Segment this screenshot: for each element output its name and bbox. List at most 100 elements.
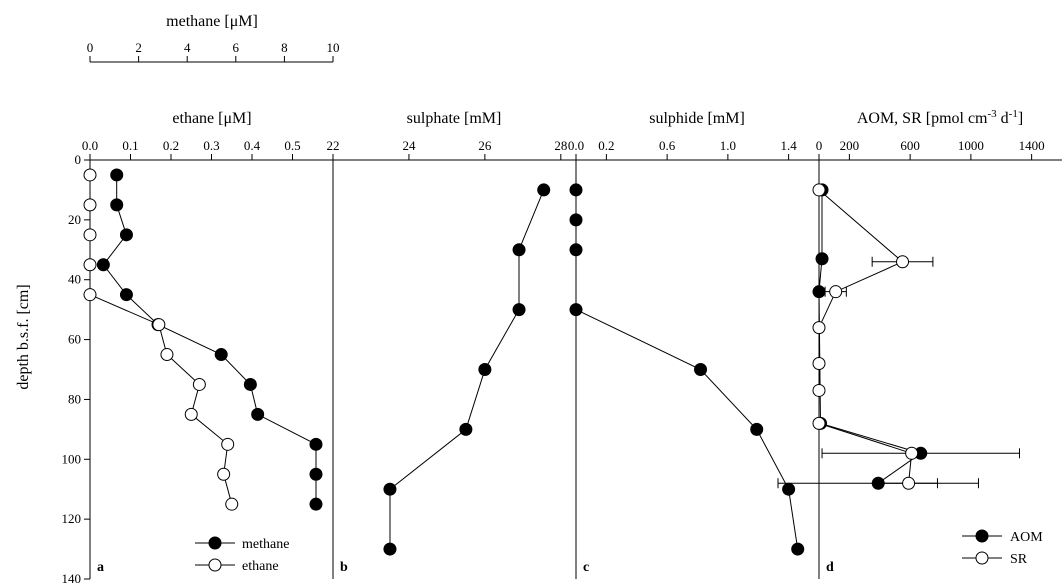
ethane-x-tick-label: 0.4 [244,138,261,153]
ethane-point [192,377,206,391]
series-points [83,168,928,556]
ethane-point [83,168,97,182]
methane-point [251,407,265,421]
ethane-line [89,175,233,505]
panel-letter-c: c [583,560,589,575]
legend-marker-aom [975,529,989,543]
methane-point [119,288,133,302]
methane-point [309,497,323,511]
ethane-x-tick-label: 0.2 [163,138,179,153]
sulphate-x-tick-label: 26 [478,138,492,153]
y-tick-label: 100 [62,451,82,466]
panel-letter-d: d [826,560,834,575]
sr-point [905,446,919,460]
y-tick-label: 80 [68,391,81,406]
methane-x-tick-label: 8 [281,40,288,55]
ethane-point [83,258,97,272]
legend-marker-methane [208,536,222,550]
methane-x-tick-label: 10 [327,40,340,55]
methane-x-tick-label: 4 [184,40,191,55]
aom-point [871,476,885,490]
sulphide-point [569,243,583,257]
legend-panel-d: AOM SR [962,529,1043,567]
aom-sr-title-end: ] [1018,110,1023,127]
sr-point [896,255,910,269]
legend-label-ethane: ethane [242,559,279,574]
methane-line [102,175,317,505]
sulphate-point [512,243,526,257]
methane-point [309,467,323,481]
ethane-point [221,437,235,451]
methane-axis-title: methane [μM] [166,13,258,30]
y-tick-label: 40 [68,272,81,287]
ethane-point [83,228,97,242]
depth-axis-title: depth b.s.f. [cm] [15,284,32,389]
sr-point [812,183,826,197]
ethane-point [225,497,239,511]
methane-x-tick-label: 6 [233,40,240,55]
aom-sr-axis-title: AOM, SR [pmol cm-3 d-1] [857,108,1023,127]
aom-point [815,252,829,266]
ethane-x-tick-label: 0.0 [82,138,98,153]
methane-point [243,377,257,391]
legend-panel-a: methane ethane [195,536,289,574]
sulphate-point [459,422,473,436]
sulphide-x-tick-label: 1.4 [781,138,798,153]
sulphide-x-tick-label: 0.6 [659,138,676,153]
legend-label-aom: AOM [1010,530,1043,545]
legend-marker-sr [975,551,989,565]
ethane-x-tick-label: 0.5 [284,138,300,153]
rate-x-tick-label: 200 [840,138,860,153]
panel-letter-a: a [97,560,104,575]
sulphate-point [537,183,551,197]
y-tick-label: 0 [75,152,82,167]
sulphate-point [478,363,492,376]
sulphate-x-tick-label: 28 [554,138,567,153]
sr-point [902,476,916,490]
aom-sr-title-main: AOM, SR [pmol cm [857,110,988,127]
sulphate-x-tick-label: 22 [327,138,340,153]
sr-line [818,189,913,484]
methane-point [96,258,110,272]
sulphate-axis-title: sulphate [mM] [407,110,502,127]
ethane-point [217,467,231,481]
methane-point [110,168,124,182]
sulphide-axis-title: sulphide [mM] [649,110,745,127]
legend-marker-ethane [208,558,222,572]
sulphide-x-tick-label: 0.0 [568,138,584,153]
ethane-point [160,348,174,362]
sulphide-line [575,189,799,550]
sulphide-point [750,422,764,436]
sr-point [812,321,826,335]
methane-point [110,198,124,212]
sulphide-point [782,482,796,496]
ethane-point [152,318,166,332]
sr-point [812,416,826,430]
aom-sr-title-mid: d [997,110,1009,127]
sulphide-point [694,363,708,376]
sulphide-x-tick-label: 0.2 [598,138,614,153]
y-tick-label: 140 [62,571,82,583]
ethane-point [184,407,198,421]
sr-point [829,285,843,299]
methane-point [214,348,228,362]
ethane-point [83,288,97,302]
methane-point [119,228,133,242]
sr-point [812,357,826,371]
rate-x-tick-label: 1400 [1019,138,1045,153]
y-tick-label: 60 [68,332,81,347]
ethane-x-tick-label: 0.3 [203,138,219,153]
legend-label-sr: SR [1010,552,1028,567]
rate-x-tick-label: 600 [900,138,920,153]
legend-label-methane: methane [242,537,289,552]
ethane-axis-title: ethane [μM] [172,110,251,127]
sr-point [812,383,826,397]
sulphate-point [383,482,397,496]
sulphate-point [383,542,397,556]
sulphide-x-tick-label: 1.0 [720,138,736,153]
ethane-x-tick-label: 0.1 [122,138,138,153]
sulphide-point [569,303,583,317]
aom-point [812,285,826,299]
